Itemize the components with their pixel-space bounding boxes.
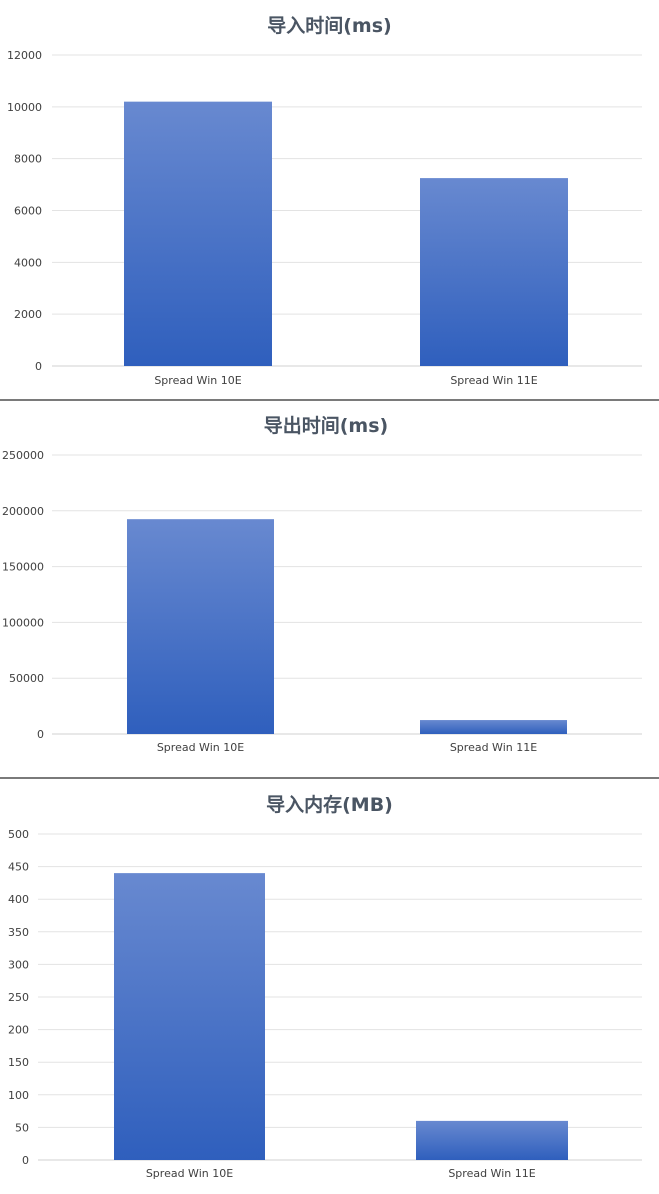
bar (420, 178, 568, 366)
y-tick-label: 150000 (2, 561, 44, 574)
y-tick-label: 250000 (2, 449, 44, 462)
bar (416, 1120, 568, 1160)
x-category-label: Spread Win 10E (154, 374, 241, 387)
chart-export-time: 导出时间(ms) 0 50000 100000 150000 200000 250000 S… (0, 401, 659, 777)
y-tick-label: 10000 (7, 101, 42, 114)
y-tick-label: 200 (8, 1024, 29, 1037)
y-tick-label: 50000 (9, 672, 44, 685)
chart-title: 导入时间(ms) (267, 15, 391, 37)
y-tick-label: 50 (15, 1121, 29, 1134)
x-category-label: Spread Win 10E (146, 1167, 233, 1180)
y-tick-label: 0 (22, 1154, 29, 1167)
y-tick-label: 0 (37, 728, 44, 741)
y-tick-label: 450 (8, 861, 29, 874)
y-tick-label: 300 (8, 958, 29, 971)
chart-separator (0, 399, 659, 401)
y-tick-label: 400 (8, 893, 29, 906)
y-tick-label: 6000 (14, 205, 42, 218)
bar (127, 519, 274, 734)
bar (114, 873, 265, 1160)
y-tick-label: 12000 (7, 49, 42, 62)
x-category-label: Spread Win 11E (448, 1167, 535, 1180)
chart-import-memory-svg: 导入内存(MB) 0 50 100 150 200 250 300 350 400 450 500 S… (8, 793, 642, 1180)
chart-export-time-svg: 导出时间(ms) 0 50000 100000 150000 200000 250000 S… (2, 414, 642, 754)
y-tick-label: 2000 (14, 308, 42, 321)
x-category-label: Spread Win 11E (450, 374, 537, 387)
x-category-label: Spread Win 10E (157, 741, 244, 754)
y-tick-label: 100000 (2, 616, 44, 629)
chart-title: 导入内存(MB) (266, 793, 393, 816)
y-tick-label: 0 (35, 360, 42, 373)
chart-title: 导出时间(ms) (264, 414, 388, 437)
y-tick-label: 500 (8, 828, 29, 841)
bar (420, 720, 567, 734)
y-tick-label: 250 (8, 991, 29, 1004)
y-tick-label: 8000 (14, 153, 42, 166)
chart-import-time-svg: 导入时间(ms) 0 2000 4000 6000 8000 10000 12000 Spre… (7, 15, 642, 387)
chart-separator (0, 777, 659, 779)
y-tick-label: 200000 (2, 505, 44, 518)
chart-import-memory: 导入内存(MB) 0 50 100 150 200 250 300 350 400 450 500 S… (0, 779, 659, 1194)
y-tick-label: 100 (8, 1089, 29, 1102)
y-tick-label: 4000 (14, 256, 42, 269)
x-category-label: Spread Win 11E (450, 741, 537, 754)
bar (124, 101, 272, 367)
y-tick-label: 150 (8, 1056, 29, 1069)
y-tick-label: 350 (8, 926, 29, 939)
chart-import-time: 导入时间(ms) 0 2000 4000 6000 8000 10000 12000 Spre… (0, 0, 659, 398)
